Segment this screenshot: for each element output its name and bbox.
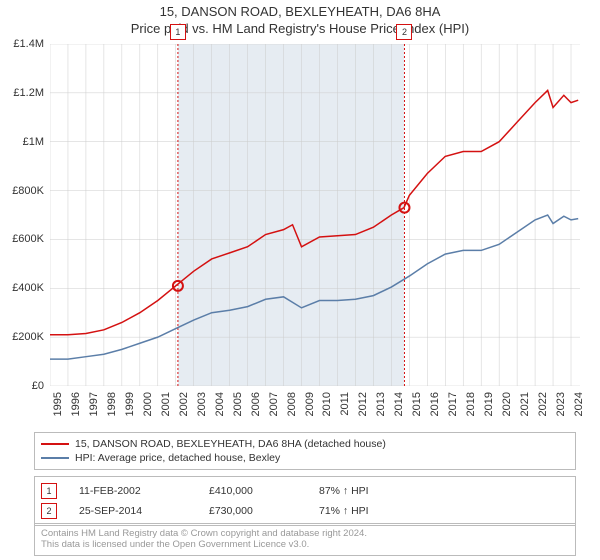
legend-item-hpi: HPI: Average price, detached house, Bexl… <box>41 451 569 465</box>
chart-title: 15, DANSON ROAD, BEXLEYHEATH, DA6 8HA Pr… <box>0 0 600 38</box>
legend-swatch-hpi <box>41 457 69 459</box>
transaction-date-1: 11-FEB-2002 <box>79 485 209 497</box>
transaction-table: 1 11-FEB-2002 £410,000 87% ↑ HPI 2 25-SE… <box>34 476 576 526</box>
footnote-line-1: Contains HM Land Registry data © Crown c… <box>41 528 569 539</box>
transaction-price-2: £730,000 <box>209 505 319 517</box>
transaction-date-2: 25-SEP-2014 <box>79 505 209 517</box>
legend-label-price: 15, DANSON ROAD, BEXLEYHEATH, DA6 8HA (d… <box>75 438 386 450</box>
transaction-badge-1: 1 <box>41 483 57 499</box>
footnote: Contains HM Land Registry data © Crown c… <box>34 523 576 556</box>
transaction-badge-2: 2 <box>41 503 57 519</box>
plot-svg <box>50 44 580 386</box>
x-axis-labels: 1995199619971998199920002001200220032004… <box>50 388 580 428</box>
legend-swatch-price <box>41 443 69 445</box>
y-axis-labels: £0£200K£400K£600K£800K£1M£1.2M£1.4M <box>0 44 48 386</box>
plot-area: 12 <box>50 44 580 386</box>
chart-container: 15, DANSON ROAD, BEXLEYHEATH, DA6 8HA Pr… <box>0 0 600 560</box>
transaction-row-2: 2 25-SEP-2014 £730,000 71% ↑ HPI <box>41 501 569 521</box>
transaction-row-1: 1 11-FEB-2002 £410,000 87% ↑ HPI <box>41 481 569 501</box>
gridlines <box>50 44 580 386</box>
legend: 15, DANSON ROAD, BEXLEYHEATH, DA6 8HA (d… <box>34 432 576 470</box>
legend-label-hpi: HPI: Average price, detached house, Bexl… <box>75 452 280 464</box>
title-line-2: Price paid vs. HM Land Registry's House … <box>0 21 600 38</box>
transaction-hpi-1: 87% ↑ HPI <box>319 485 569 497</box>
legend-item-price: 15, DANSON ROAD, BEXLEYHEATH, DA6 8HA (d… <box>41 437 569 451</box>
transaction-price-1: £410,000 <box>209 485 319 497</box>
title-line-1: 15, DANSON ROAD, BEXLEYHEATH, DA6 8HA <box>0 4 600 21</box>
footnote-line-2: This data is licensed under the Open Gov… <box>41 539 569 550</box>
transaction-hpi-2: 71% ↑ HPI <box>319 505 569 517</box>
transaction-markers <box>173 203 410 291</box>
